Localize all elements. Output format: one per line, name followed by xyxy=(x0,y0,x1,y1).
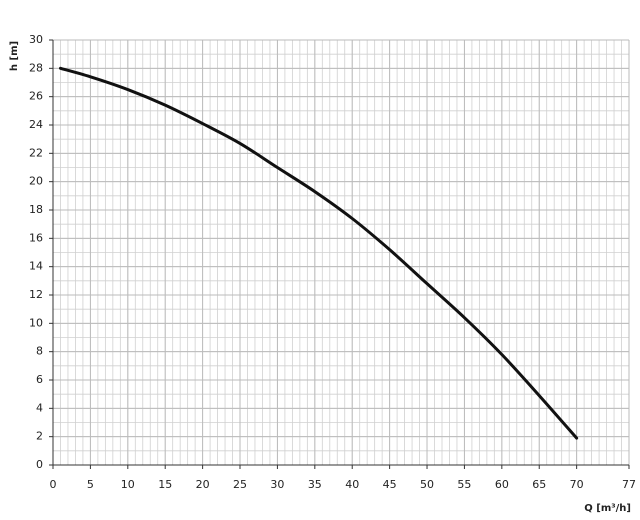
x-tick-label: 0 xyxy=(50,478,57,491)
y-tick-label: 14 xyxy=(29,260,43,273)
y-tick-label: 24 xyxy=(29,118,43,131)
x-tick-label: 20 xyxy=(196,478,210,491)
y-tick-label: 12 xyxy=(29,288,43,301)
y-tick-label: 22 xyxy=(29,146,43,159)
x-tick-label: 70 xyxy=(570,478,584,491)
x-tick-label: 77 xyxy=(622,478,636,491)
y-tick-label: 4 xyxy=(36,401,43,414)
pump-curve xyxy=(58,66,579,440)
y-axis-title: h [m] xyxy=(9,41,20,71)
y-tick-label: 10 xyxy=(29,316,43,329)
y-tick-label: 20 xyxy=(29,175,43,188)
y-tick-label: 16 xyxy=(29,231,43,244)
x-tick-label: 15 xyxy=(158,478,172,491)
x-tick-label: 30 xyxy=(270,478,284,491)
y-tick-label: 30 xyxy=(29,33,43,46)
x-tick-label: 60 xyxy=(495,478,509,491)
y-tick-label: 0 xyxy=(36,458,43,471)
grid xyxy=(52,39,630,466)
x-tick-label: 50 xyxy=(420,478,434,491)
x-tick-label: 45 xyxy=(383,478,397,491)
y-tick-label: 8 xyxy=(36,345,43,358)
y-tick-label: 2 xyxy=(36,430,43,443)
x-tick-label: 25 xyxy=(233,478,247,491)
x-tick-label: 55 xyxy=(457,478,471,491)
y-tick-label: 6 xyxy=(36,373,43,386)
x-tick-label: 10 xyxy=(121,478,135,491)
x-tick-label: 5 xyxy=(87,478,94,491)
x-tick-label: 65 xyxy=(532,478,546,491)
y-tick-label: 26 xyxy=(29,90,43,103)
x-tick-label: 40 xyxy=(345,478,359,491)
y-tick-label: 18 xyxy=(29,203,43,216)
y-tick-label: 28 xyxy=(29,61,43,74)
x-axis-title: Q [m³/h] xyxy=(584,503,631,514)
x-tick-label: 35 xyxy=(308,478,322,491)
